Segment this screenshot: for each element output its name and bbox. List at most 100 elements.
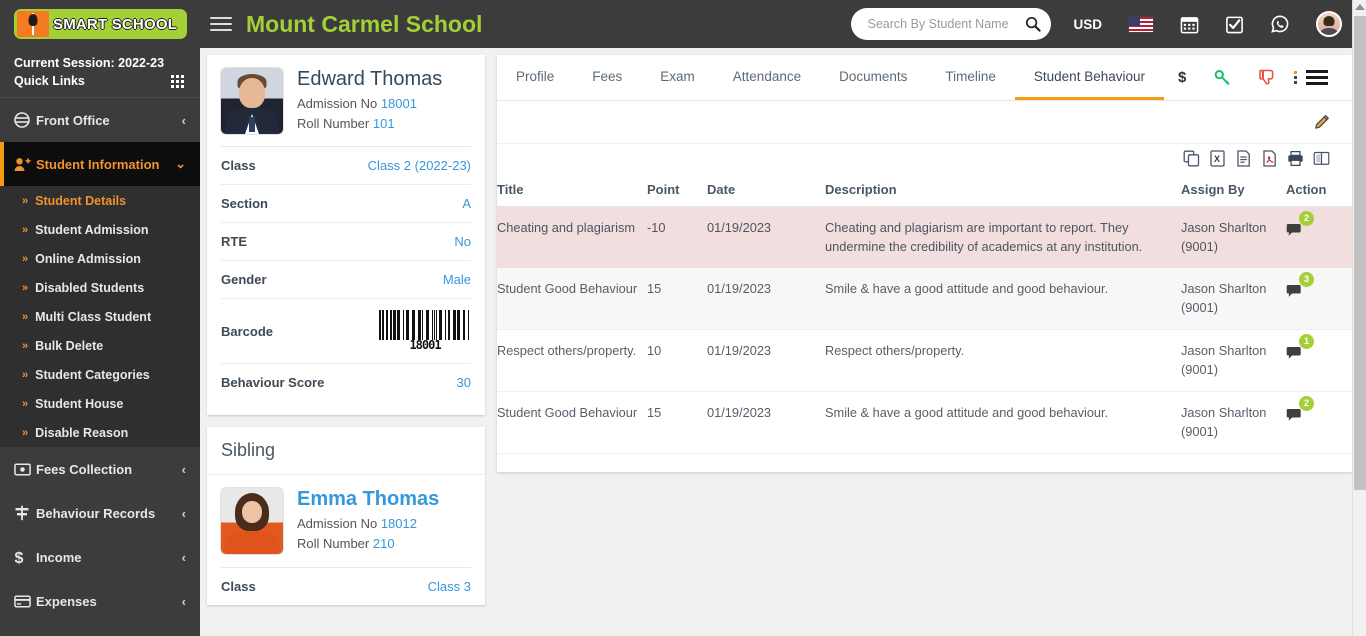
detail-row-class: Class Class 2 (2022-23) (221, 146, 471, 184)
student-roll-row: Roll Number 101 (297, 114, 442, 134)
sidebar-item-student-information[interactable]: Student Information ⌄ (0, 142, 200, 186)
chevron-left-icon: ‹ (181, 461, 186, 477)
detail-key: Section (221, 196, 268, 212)
column-header-point[interactable]: Point (647, 173, 707, 207)
sidebar-item-behaviour-records[interactable]: Behaviour Records ‹ (0, 491, 200, 535)
sub-item-label: Student House (35, 396, 124, 411)
sidebar-item-disable-reason[interactable]: » Disable Reason (0, 418, 200, 447)
search-input[interactable] (865, 16, 1026, 32)
table-row[interactable]: Student Good Behaviour 15 01/19/2023 Smi… (497, 268, 1352, 331)
barcode-image: 18001 (379, 310, 471, 352)
sidebar-item-expenses[interactable]: Expenses ‹ (0, 579, 200, 623)
print-icon[interactable] (1287, 150, 1304, 167)
chevron-left-icon: ‹ (181, 593, 186, 609)
grid-icon[interactable] (171, 74, 184, 88)
table-row[interactable]: Student Good Behaviour 15 01/19/2023 Smi… (497, 391, 1352, 455)
column-header-title[interactable]: Title (497, 173, 647, 207)
detail-key: Behaviour Score (221, 375, 325, 391)
sub-item-label: Multi Class Student (35, 309, 152, 324)
excel-icon[interactable]: X (1209, 150, 1226, 167)
thumbs-down-icon[interactable] (1245, 55, 1290, 100)
comment-button[interactable]: 2 (1286, 396, 1314, 426)
scrollbar-thumb[interactable] (1354, 16, 1366, 490)
roll-value: 210 (372, 536, 395, 552)
detail-value[interactable]: Class 3 (427, 578, 471, 594)
edit-pencil-icon[interactable] (1313, 114, 1330, 131)
dollar-icon[interactable]: $ (1178, 69, 1187, 86)
checklist-icon[interactable] (1225, 15, 1244, 34)
list-menu-icon[interactable] (1306, 70, 1338, 85)
profile-avatar[interactable] (1316, 11, 1342, 37)
kebab-menu-icon[interactable] (1290, 71, 1306, 84)
cell-action: 3 (1286, 268, 1352, 331)
comment-button[interactable]: 2 (1286, 211, 1314, 241)
detail-value: 30 (456, 375, 471, 391)
sub-item-label: Student Categories (35, 367, 150, 382)
calendar-icon[interactable] (1180, 15, 1199, 34)
sidebar-item-student-categories[interactable]: » Student Categories (0, 360, 200, 389)
tab-profile[interactable]: Profile (516, 68, 555, 84)
sidebar-item-label: Student Information (36, 156, 160, 172)
tab-exam[interactable]: Exam (660, 68, 695, 84)
sidebar-item-multi-class-student[interactable]: » Multi Class Student (0, 302, 200, 331)
cell-assign-by: Jason Sharlton (9001) (1181, 268, 1286, 331)
sidebar-item-label: Income (36, 549, 82, 565)
column-header-assign-by[interactable]: Assign By (1181, 173, 1286, 207)
sidebar-item-label: Expenses (36, 593, 97, 609)
column-visibility-icon[interactable] (1313, 150, 1330, 167)
key-icon[interactable] (1200, 55, 1245, 100)
sibling-name[interactable]: Emma Thomas (297, 488, 440, 511)
brand-logo[interactable]: SMART SCHOOL (0, 0, 200, 48)
comment-button[interactable]: 3 (1286, 272, 1314, 302)
cell-description: Respect others/property. (825, 329, 1181, 393)
sidebar-item-student-details[interactable]: » Student Details (0, 186, 200, 215)
tab-student-behaviour[interactable]: Student Behaviour (1014, 55, 1164, 100)
detail-value[interactable]: Class 2 (2022-23) (367, 158, 471, 174)
sidebar-item-income[interactable]: $ Income ‹ (0, 535, 200, 579)
copy-icon[interactable] (1183, 150, 1200, 167)
cell-action: 2 (1286, 206, 1352, 269)
comment-count-badge: 1 (1299, 334, 1314, 350)
search-box[interactable] (851, 8, 1052, 40)
quick-links-toggle[interactable]: Quick Links (0, 72, 200, 98)
chevron-double-right-icon: » (22, 339, 29, 352)
student-name: Edward Thomas (297, 68, 443, 90)
comment-button[interactable]: 1 (1286, 334, 1314, 364)
tab-fees[interactable]: Fees (592, 68, 623, 84)
sidebar-item-student-house[interactable]: » Student House (0, 389, 200, 418)
sidebar-item-fees-collection[interactable]: Fees Collection ‹ (0, 447, 200, 491)
sidebar-toggle-icon[interactable] (210, 13, 232, 35)
whatsapp-icon[interactable] (1270, 14, 1290, 34)
sidebar-item-bulk-delete[interactable]: » Bulk Delete (0, 331, 200, 360)
pdf-icon[interactable] (1261, 150, 1278, 167)
sibling-admission-row: Admission No 18012 (297, 514, 439, 534)
search-icon[interactable] (1025, 16, 1042, 32)
chevron-double-right-icon: » (22, 397, 29, 410)
sidebar-item-disabled-students[interactable]: » Disabled Students (0, 273, 200, 302)
table-row[interactable]: Respect others/property. 10 01/19/2023 R… (497, 329, 1352, 393)
cell-title: Student Good Behaviour (497, 268, 647, 331)
chevron-double-right-icon: » (22, 194, 29, 207)
tab-attendance[interactable]: Attendance (732, 68, 802, 84)
detail-key: Barcode (221, 323, 274, 339)
sidebar-item-front-office[interactable]: Front Office ‹ (0, 98, 200, 142)
student-photo (221, 68, 283, 134)
topbar-right-group: USD (851, 8, 1352, 40)
us-flag-icon[interactable] (1128, 15, 1154, 33)
table-row[interactable]: Cheating and plagiarism -10 01/19/2023 C… (497, 206, 1352, 269)
sidebar-item-online-admission[interactable]: » Online Admission (0, 244, 200, 273)
page-scrollbar[interactable] (1352, 0, 1366, 636)
student-behaviour-panel: Profile Fees Exam Attendance Documents T… (497, 55, 1352, 473)
tab-documents[interactable]: Documents (839, 68, 908, 84)
column-header-description[interactable]: Description (825, 173, 1181, 207)
csv-icon[interactable] (1235, 150, 1252, 167)
sidebar-item-student-admission[interactable]: » Student Admission (0, 215, 200, 244)
barcode-number: 18001 (409, 338, 441, 353)
tab-timeline[interactable]: Timeline (945, 68, 996, 84)
detail-row-behaviour-score: Behaviour Score 30 (221, 363, 471, 401)
scroll-up-arrow-icon[interactable] (1354, 4, 1365, 10)
currency-label[interactable]: USD (1073, 16, 1102, 32)
cell-date: 01/19/2023 (707, 391, 825, 455)
detail-row-section: Section A (221, 184, 471, 222)
column-header-date[interactable]: Date (707, 173, 825, 207)
